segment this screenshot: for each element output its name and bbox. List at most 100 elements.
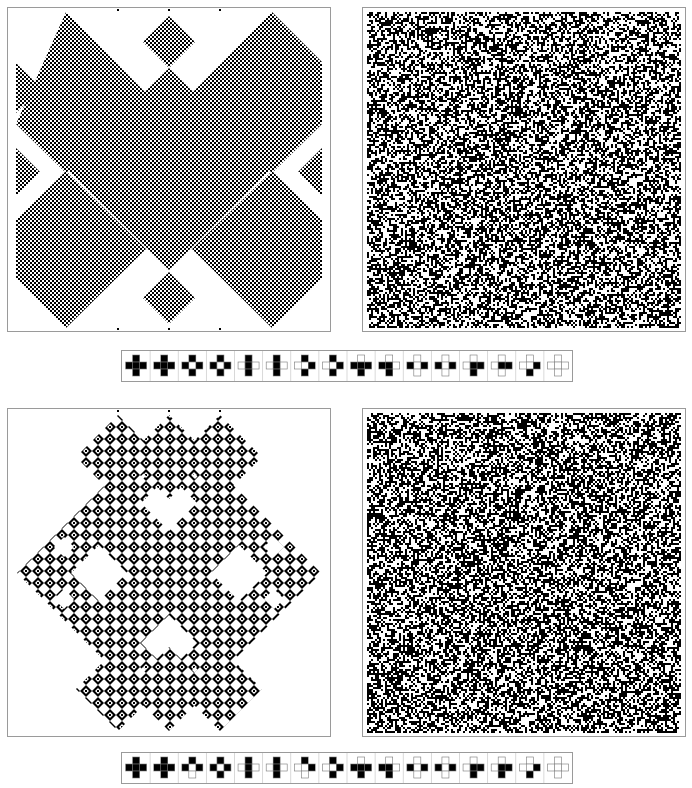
rule-icon-2 [181,756,204,779]
nested-diamonds [17,415,321,731]
rule-output-cell [301,368,309,377]
rule-output-cell [469,368,478,377]
seed-dot-0 [117,9,119,11]
rule-output-cell [329,770,337,779]
rule-icon-6 [294,756,316,779]
seed-dot-2 [219,410,221,412]
rule-icon-14 [519,354,541,377]
checker-region-2 [143,16,195,68]
nested-diamond-13 [76,415,160,499]
hole-4 [211,545,267,601]
rule-output-cell [554,368,562,377]
rule-icon-9 [378,756,400,779]
rule-output-cell [497,770,506,779]
rule-icon-1 [153,354,175,377]
rule-icon-0 [125,354,147,377]
nested-diamond-14 [127,415,211,499]
cellular-automaton-panel-ordered-a [7,7,331,332]
rule-output-cell [160,368,168,377]
bottom-dot-1 [168,328,170,330]
rule-icon-15 [547,756,569,779]
rule-icon-strip-a [121,350,573,382]
rule-icon-4 [237,756,260,779]
checker-region-8 [192,171,322,328]
rule-icon-12 [462,756,485,779]
rule-output-cell [357,368,365,377]
nested-diamond-16 [76,647,160,731]
rule-icon-13 [490,756,513,779]
cellular-automaton-panel-ordered-b [7,408,331,737]
rule-output-cell [132,770,140,779]
diamond-regions [16,12,322,328]
hole-3 [71,545,127,601]
rule-output-cell [216,368,225,377]
hole-1 [141,475,197,531]
checker-region-3 [192,12,322,173]
rule-output-cell [385,770,393,779]
rule-output-cell [554,770,562,779]
nested-diamond-0 [17,421,321,725]
rule-icon-5 [265,756,288,779]
rule-icons [125,753,569,783]
nested-diamond-15 [178,415,262,499]
rule-icon-11 [434,354,457,377]
rule-output-cell [497,368,506,377]
rule-output-cell [188,770,197,779]
random-start-pattern [363,8,685,331]
checker-region-6 [16,171,146,328]
checker-region-10 [297,63,322,113]
rule-output-cell [132,368,140,377]
checker-region-5 [298,148,322,196]
rule-icon-5 [265,354,288,377]
rule-output-cell [441,368,450,377]
seed-dot-2 [219,9,221,11]
rule-output-cell [160,770,168,779]
rule-output-cell [301,770,309,779]
bottom-dot-0 [117,328,119,330]
random-cells [367,12,681,328]
rule-output-cell [244,770,253,779]
rule-output-cell [526,770,534,779]
rule-icon-8 [350,354,372,377]
hole-12 [264,589,284,609]
cell-field [367,12,681,328]
rule-icon-7 [322,756,344,779]
rule-output-cell [188,368,197,377]
nested-diamond-18 [178,647,262,731]
rule-icon-0 [125,756,147,779]
rule-icon-15 [547,354,569,377]
hole-9 [54,537,74,557]
rule-icon-7 [322,354,344,377]
rule-output-cell [329,368,337,377]
rule-icon-11 [434,756,457,779]
checker-region-1 [16,12,146,173]
rule-icon-10 [406,354,429,377]
nested-diamond-17 [127,647,211,731]
rule-icon-10 [406,756,429,779]
rule-output-cell [469,770,478,779]
rule-output-cell [385,368,393,377]
rule-icon-4 [237,354,260,377]
rule-output-cell [244,368,253,377]
rule-icon-3 [209,354,232,377]
cellular-automaton-panel-random-a [362,7,686,332]
rule-output-cell [526,368,534,377]
hole-11 [264,537,284,557]
checker-region-7 [143,272,195,324]
rule-icon-14 [519,756,541,779]
seed-dot-1 [168,9,170,11]
hole-2 [141,615,197,671]
random-start-pattern [363,409,685,736]
checker-region-9 [16,63,41,113]
rule-icon-13 [490,354,513,377]
rule-icon-1 [153,756,175,779]
rule-icon-3 [209,756,232,779]
rule-output-cell [272,368,281,377]
rule-icon-2 [181,354,204,377]
rule-output-cell [441,770,450,779]
nested-diamond-pattern [17,410,321,731]
rule-output-cell [216,770,225,779]
ordered-diamond-pattern [16,9,322,330]
cellular-automaton-panel-random-b [362,408,686,737]
random-cells [367,413,681,733]
